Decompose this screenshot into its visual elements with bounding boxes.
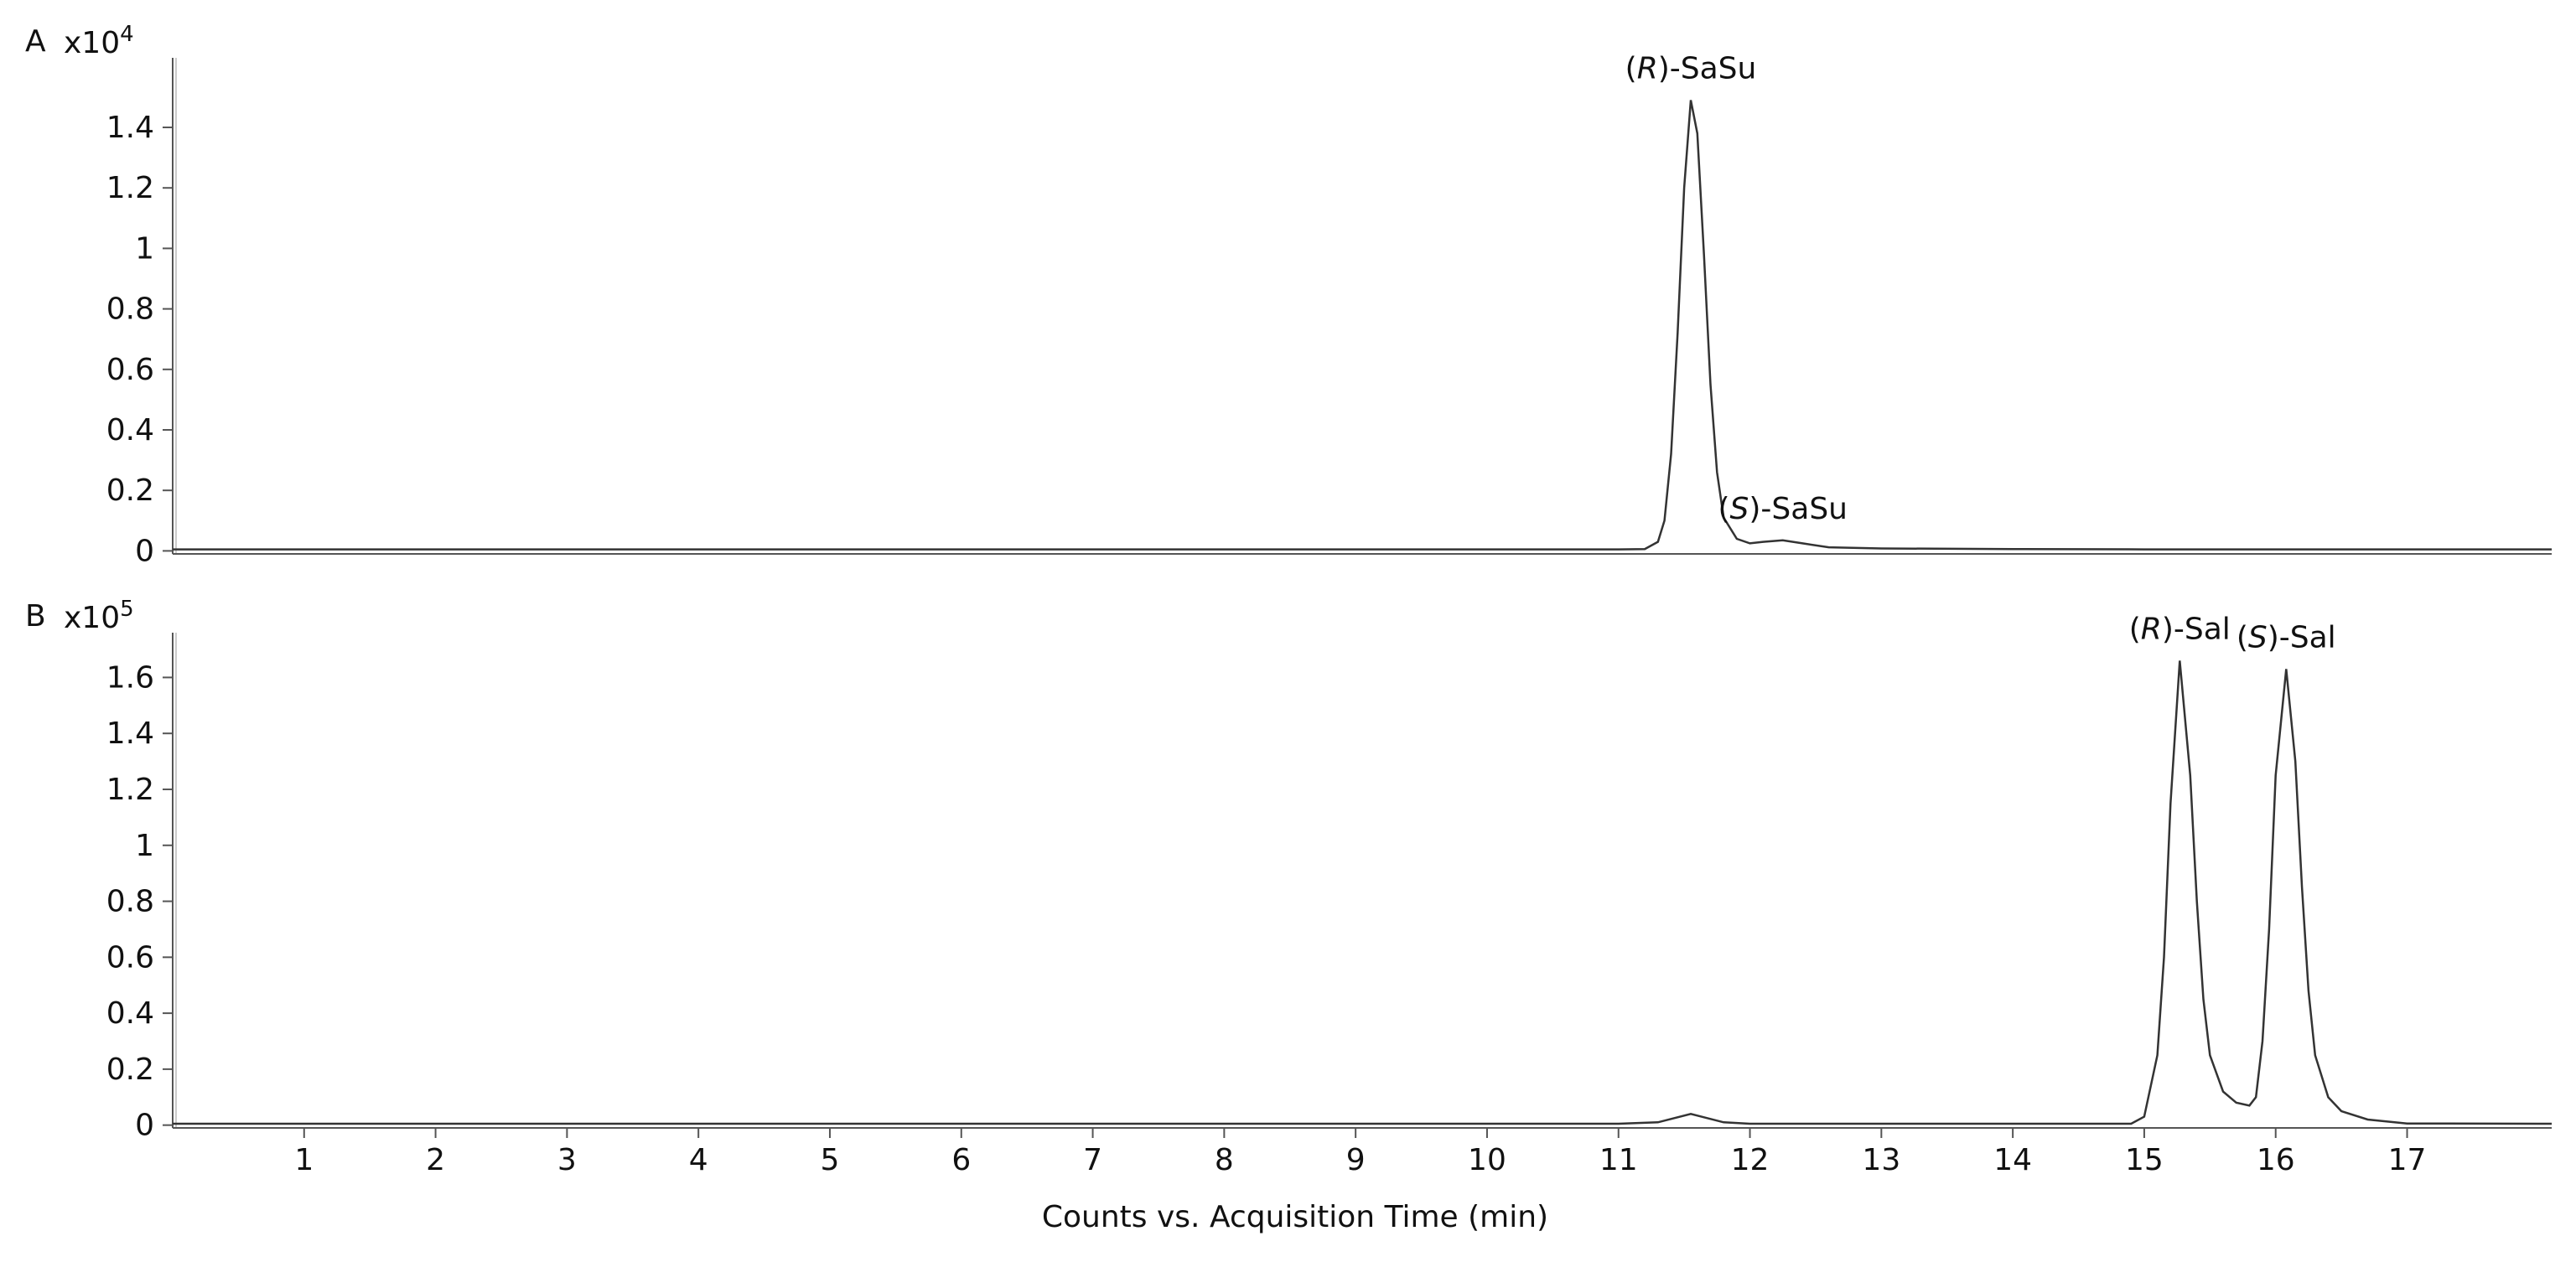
y-tick-label: 1 (135, 231, 154, 266)
y-tick-label: 0.2 (106, 1053, 154, 1087)
y-tick-label: 1.4 (106, 111, 154, 145)
y-tick-label: 0.8 (106, 885, 154, 919)
x-tick-label: 12 (1731, 1143, 1770, 1177)
y-scale-exponent: 4 (120, 22, 134, 47)
y-scale-exponent: 5 (120, 597, 134, 622)
x-tick-label: 6 (951, 1143, 971, 1177)
peak-label-italic: R (2141, 612, 2162, 646)
y-tick-label: 0.2 (106, 473, 154, 508)
peak-label-open: ( (2237, 620, 2248, 654)
peak-label: (S)-SaSu (1718, 492, 1848, 526)
x-axis-label: Counts vs. Acquisition Time (min) (1042, 1200, 1548, 1234)
x-tick-label: 16 (2257, 1143, 2295, 1177)
y-tick-label: 1.6 (106, 660, 154, 695)
peak-label: (R)-Sal (2129, 612, 2231, 646)
peak-label: (S)-Sal (2237, 620, 2336, 654)
y-tick-label: 0.6 (106, 353, 154, 387)
y-tick-label: 1.2 (106, 171, 154, 205)
x-tick-label: 11 (1599, 1143, 1638, 1177)
peak-label: (R)-SaSu (1625, 52, 1757, 86)
peak-label-open: ( (1625, 52, 1637, 86)
x-tick-label: 10 (1468, 1143, 1506, 1177)
y-tick-label: 0 (135, 1109, 154, 1143)
peak-label-italic: S (1730, 492, 1749, 526)
y-tick-label: 1 (135, 829, 154, 863)
x-tick-label: 13 (1862, 1143, 1900, 1177)
x-tick-label: 15 (2125, 1143, 2164, 1177)
peak-label-close: )-SaSu (1658, 52, 1757, 86)
y-scale-base: x10 (64, 26, 120, 60)
peak-label-close: )-Sal (2162, 612, 2231, 646)
x-tick-label: 5 (821, 1143, 840, 1177)
peak-label-close: )-SaSu (1749, 492, 1848, 526)
y-tick-label: 0.4 (106, 996, 154, 1031)
peak-label-open: ( (2129, 612, 2141, 646)
x-tick-label: 9 (1346, 1143, 1366, 1177)
x-tick-label: 3 (557, 1143, 577, 1177)
peak-label-close: )-Sal (2268, 620, 2336, 654)
y-scale-label: x104 (64, 22, 134, 60)
panel-label: B (25, 599, 46, 634)
x-tick-label: 14 (1993, 1143, 2032, 1177)
x-tick-label: 17 (2388, 1143, 2427, 1177)
x-tick-label: 8 (1215, 1143, 1234, 1177)
trace (173, 660, 2552, 1125)
y-tick-label: 0 (135, 534, 154, 568)
trace (173, 100, 2552, 551)
y-scale-label: x105 (64, 597, 134, 635)
x-tick-label: 7 (1083, 1143, 1102, 1177)
x-tick-label: 4 (689, 1143, 708, 1177)
panel-label: A (25, 24, 46, 59)
peak-label-italic: S (2248, 620, 2268, 654)
y-tick-label: 0.6 (106, 940, 154, 975)
x-tick-label: 2 (426, 1143, 445, 1177)
peak-label-open: ( (1718, 492, 1729, 526)
y-scale-base: x10 (64, 601, 120, 635)
y-tick-label: 0.4 (106, 413, 154, 447)
y-tick-label: 1.4 (106, 716, 154, 751)
x-tick-label: 1 (294, 1143, 314, 1177)
peak-label-italic: R (1637, 52, 1658, 86)
y-tick-label: 1.2 (106, 773, 154, 807)
y-tick-label: 0.8 (106, 292, 154, 327)
